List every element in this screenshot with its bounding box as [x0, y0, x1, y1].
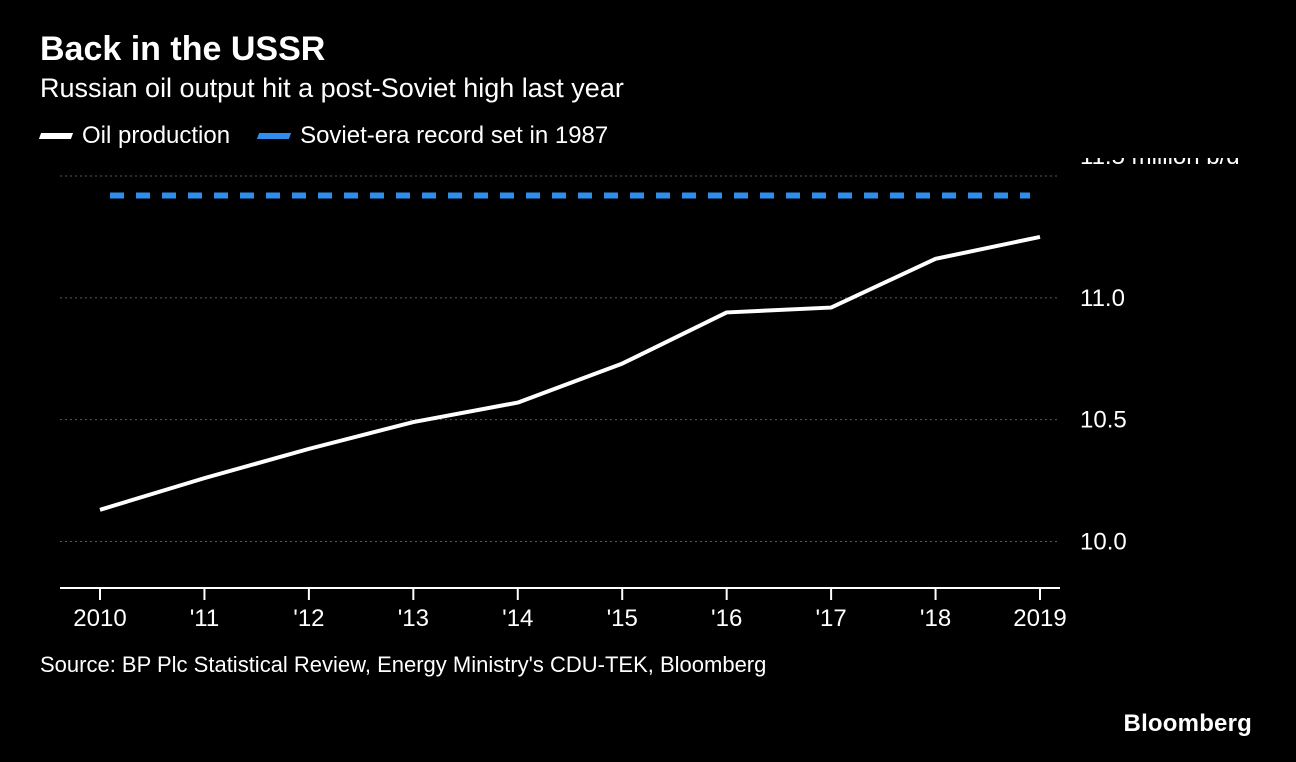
source-text: Source: BP Plc Statistical Review, Energ…	[40, 652, 1256, 678]
svg-text:11.5 million b/d: 11.5 million b/d	[1080, 158, 1240, 170]
legend-label-oil: Oil production	[82, 122, 230, 150]
svg-text:2019: 2019	[1013, 605, 1066, 632]
legend-item-record: Soviet-era record set in 1987	[258, 122, 608, 150]
legend: Oil production Soviet-era record set in …	[40, 122, 1256, 150]
chart-svg: 10.0 10.5 11.0 11.5 million b/d 2010 '11 '12 '…	[40, 158, 1256, 638]
y-axis-labels: 10.0 10.5 11.0 11.5 million b/d	[1080, 158, 1240, 555]
chart-subtitle: Russian oil output hit a post-Soviet hig…	[40, 73, 1256, 104]
svg-text:10.0: 10.0	[1080, 528, 1127, 555]
svg-text:10.5: 10.5	[1080, 407, 1127, 434]
data-line-group	[100, 237, 1040, 510]
svg-text:'18: '18	[920, 605, 951, 632]
x-axis	[60, 588, 1060, 600]
svg-text:'17: '17	[815, 605, 846, 632]
svg-text:2010: 2010	[73, 605, 126, 632]
brand-logo: Bloomberg	[1124, 710, 1252, 738]
x-axis-labels: 2010 '11 '12 '13 '14 '15 '16 '17 '18 2019	[73, 605, 1066, 632]
chart-title: Back in the USSR	[40, 30, 1256, 69]
svg-text:'11: '11	[190, 605, 220, 632]
svg-text:'13: '13	[398, 605, 429, 632]
legend-item-oil: Oil production	[40, 122, 230, 150]
svg-text:'15: '15	[607, 605, 638, 632]
svg-text:11.0: 11.0	[1080, 285, 1125, 312]
chart-container: Back in the USSR Russian oil output hit …	[0, 0, 1296, 762]
svg-text:'12: '12	[293, 605, 324, 632]
legend-label-record: Soviet-era record set in 1987	[300, 122, 608, 150]
svg-text:'16: '16	[711, 605, 742, 632]
chart-plot-area: 10.0 10.5 11.0 11.5 million b/d 2010 '11 '12 '…	[40, 158, 1256, 638]
svg-text:'14: '14	[502, 605, 533, 632]
legend-swatch-solid	[39, 133, 73, 139]
legend-swatch-dash	[257, 133, 291, 139]
gridlines	[60, 176, 1060, 541]
